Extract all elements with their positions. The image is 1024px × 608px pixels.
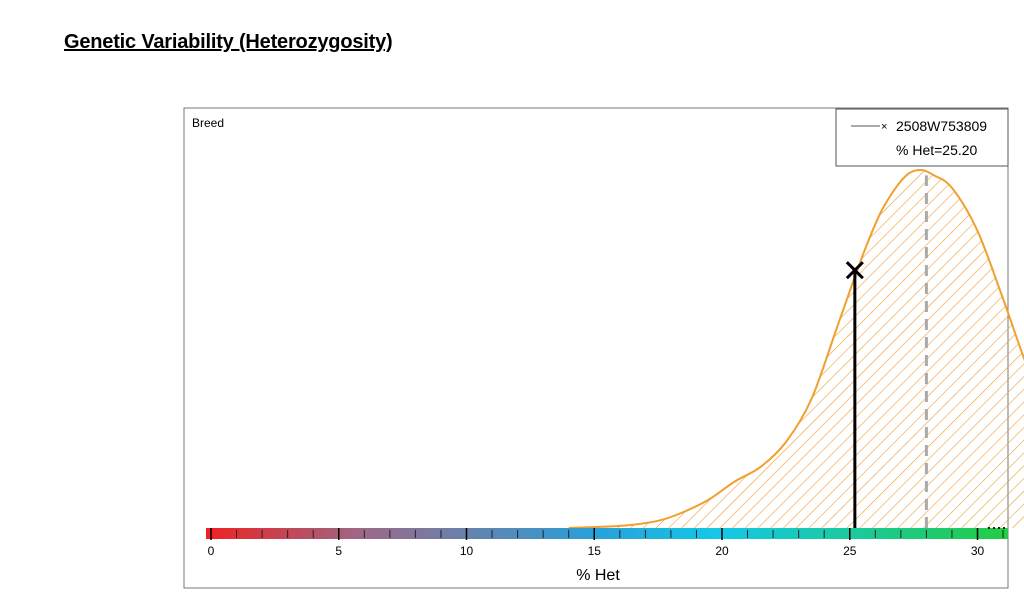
legend-entry-value: % Het=25.20	[896, 142, 978, 158]
x-tick-label: 30	[971, 544, 985, 558]
x-axis-ticks: 051015202530354045505560	[208, 528, 985, 558]
x-tick-label: 20	[715, 544, 729, 558]
page-title: Genetic Variability (Heterozygosity)	[64, 31, 393, 53]
individual-x-marker	[845, 261, 864, 280]
x-axis-label: % Het	[576, 567, 620, 584]
legend: × 2508W753809 % Het=25.20	[835, 108, 1009, 167]
x-tick-label: 15	[588, 544, 602, 558]
x-tick-label: 0	[208, 544, 215, 558]
corner-label: Breed	[192, 116, 224, 130]
legend-entry-name: 2508W753809	[896, 118, 987, 134]
x-tick-label: 25	[843, 544, 857, 558]
distribution-curve	[568, 168, 1024, 529]
distribution-layer	[568, 168, 1024, 529]
x-tick-label: 5	[335, 544, 342, 558]
color-scale-bar	[206, 528, 1008, 539]
legend-box	[835, 108, 1009, 167]
x-tick-label: 10	[460, 544, 474, 558]
legend-x-icon: ×	[881, 121, 887, 133]
distribution-hatch-fill	[568, 169, 1024, 528]
